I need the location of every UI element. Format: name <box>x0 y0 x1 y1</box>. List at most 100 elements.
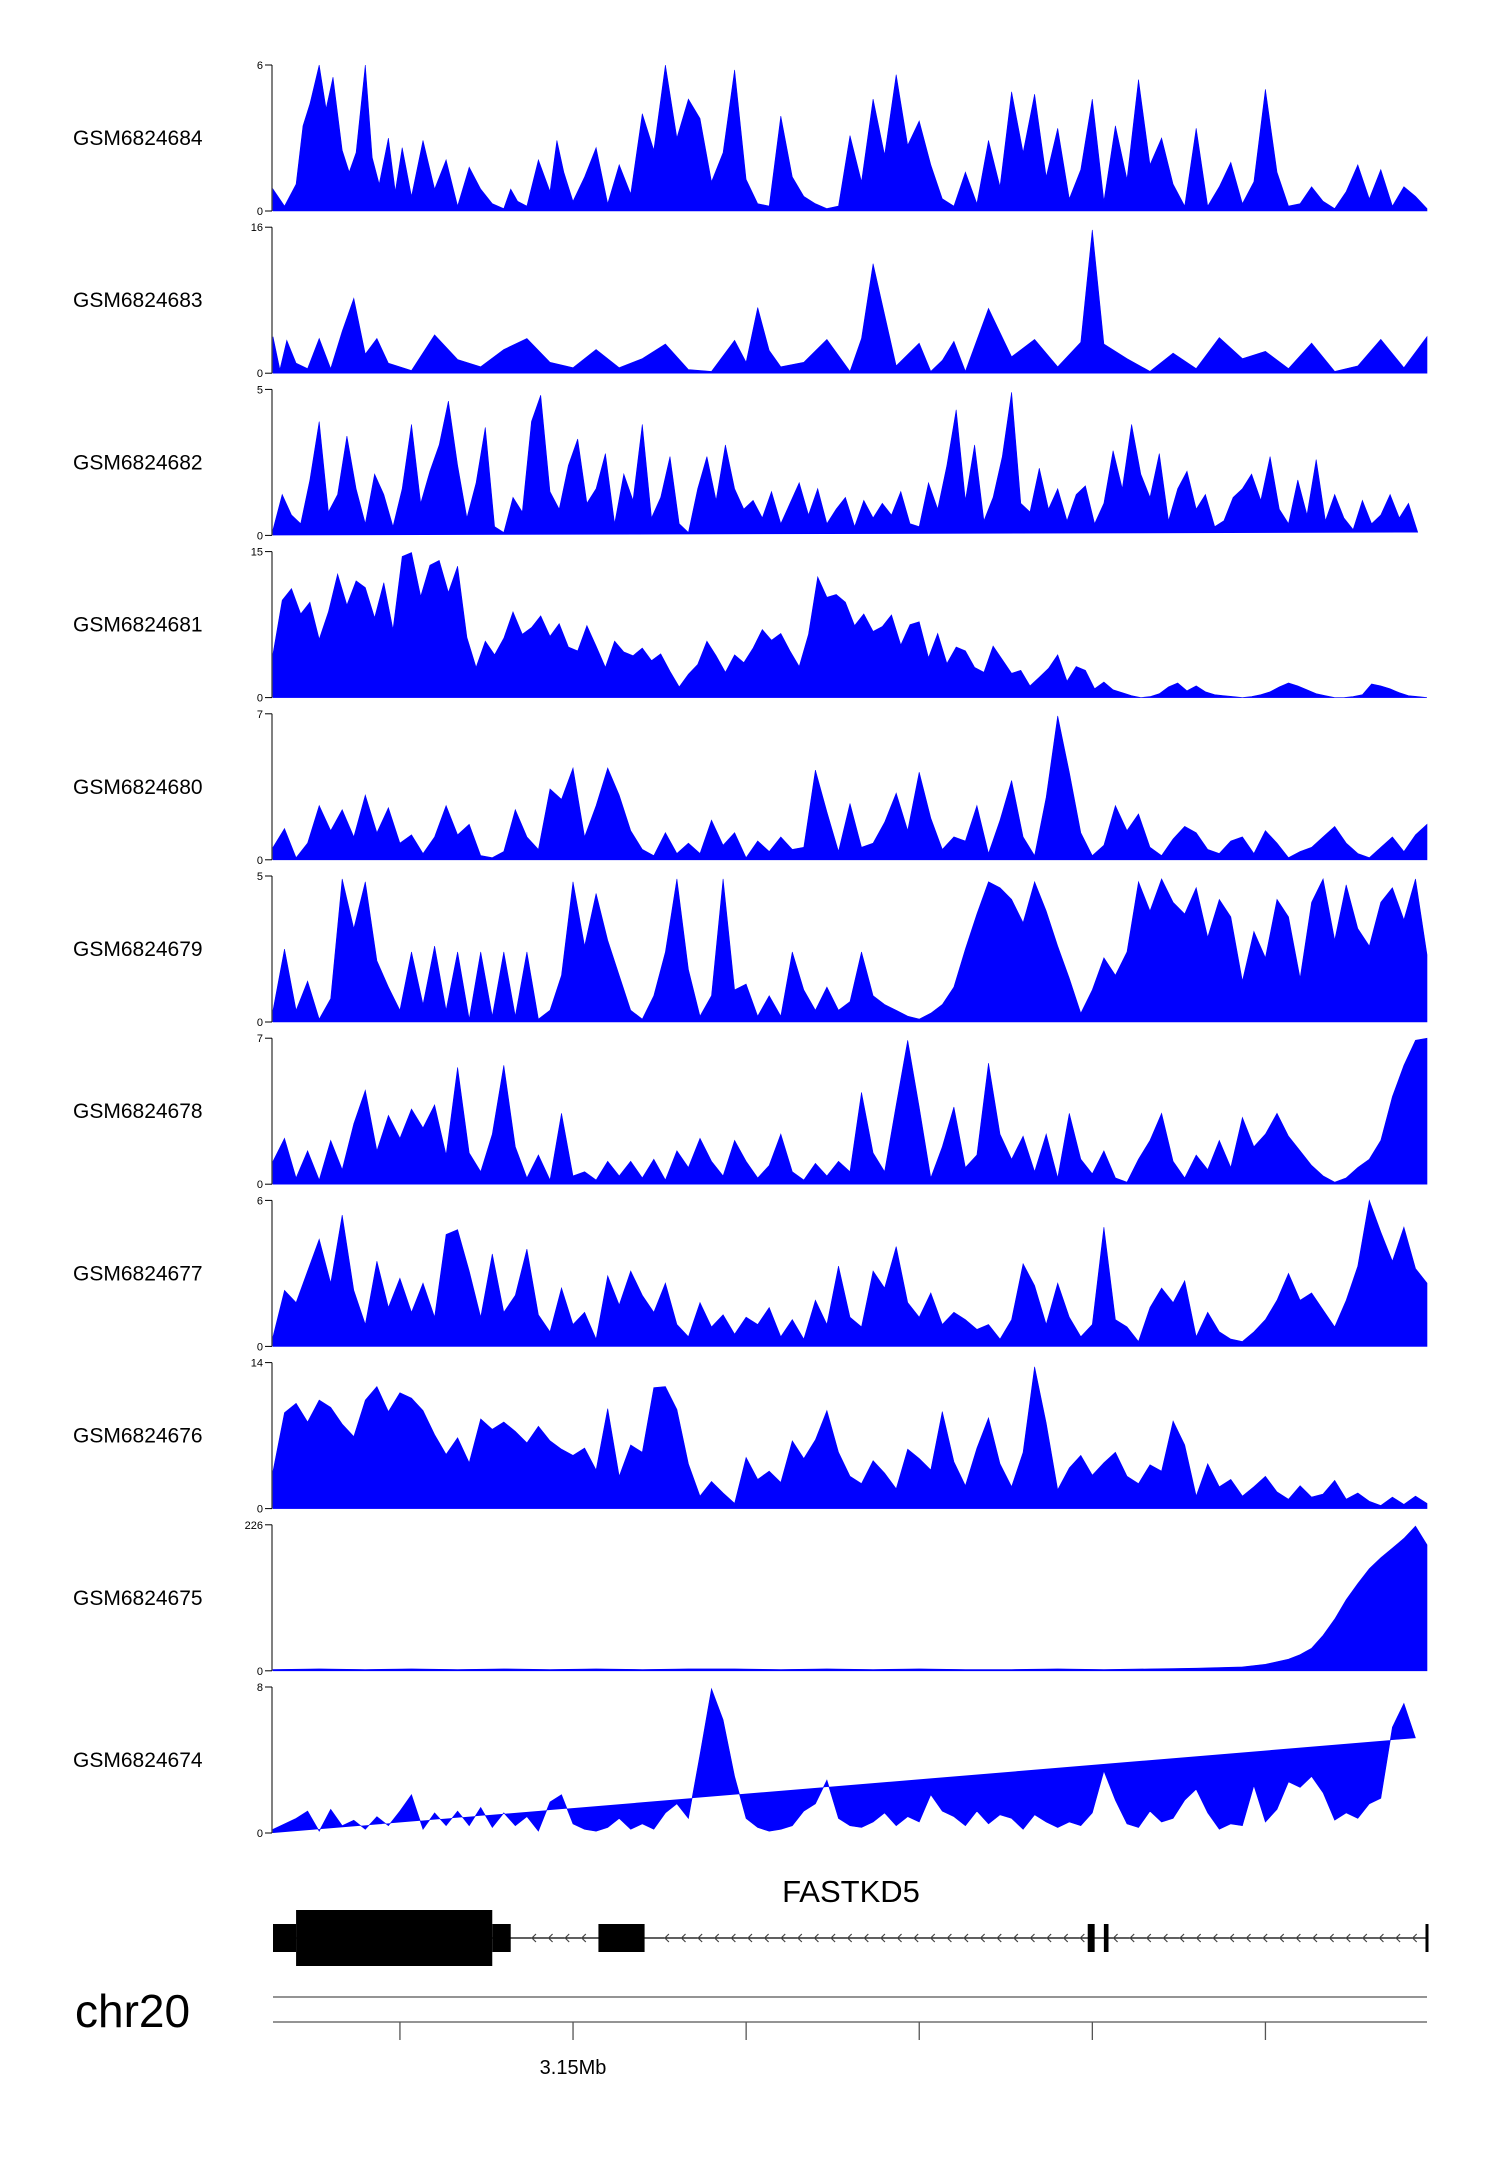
strand-arrow <box>1112 1933 1118 1943</box>
strand-arrow <box>1378 1933 1384 1943</box>
y-max-label: 15 <box>251 547 263 559</box>
strand-arrow <box>996 1933 1002 1943</box>
gene-track: FASTKD5 <box>273 1874 1429 1966</box>
y-min-label: 0 <box>257 1666 263 1678</box>
track-GSM6824676: GSM6824676 14 0 <box>73 1358 1428 1516</box>
coverage-area <box>272 715 1428 861</box>
strand-arrow <box>913 1933 919 1943</box>
strand-arrow <box>796 1933 803 1943</box>
strand-arrow <box>1195 1933 1202 1943</box>
strand-arrow <box>929 1933 936 1943</box>
strand-arrow <box>846 1933 853 1943</box>
ruler-marks: 3.15Mb <box>273 1996 1427 2079</box>
strand-arrow <box>713 1933 720 1943</box>
strand-arrow <box>1129 1933 1135 1943</box>
y-min-label: 0 <box>257 1828 263 1840</box>
strand-arrow <box>580 1933 587 1943</box>
strand-arrow <box>1079 1933 1085 1943</box>
track-GSM6824682: GSM6824682 5 0 <box>73 384 1419 542</box>
coverage-area <box>272 877 1428 1023</box>
track-GSM6824683: GSM6824683 16 0 <box>73 222 1428 380</box>
coverage-area <box>272 229 1428 374</box>
exon <box>598 1924 645 1952</box>
strand-arrow <box>1212 1933 1218 1943</box>
y-max-label: 6 <box>257 1195 263 1207</box>
coverage-area <box>272 392 1419 536</box>
y-max-label: 8 <box>257 1682 263 1694</box>
strand-arrow <box>963 1933 969 1943</box>
strand-arrow <box>1278 1933 1285 1943</box>
chromosome-ruler: chr20 3.15Mb <box>75 1985 1427 2079</box>
track-GSM6824678: GSM6824678 7 0 <box>73 1033 1428 1191</box>
y-max-label: 5 <box>257 384 263 396</box>
track-label: GSM6824678 <box>73 1100 203 1123</box>
coverage-area <box>272 1525 1428 1672</box>
track-GSM6824679: GSM6824679 5 0 <box>73 871 1428 1029</box>
strand-arrow <box>880 1933 886 1943</box>
strand-arrow <box>1411 1933 1418 1943</box>
strand-arrow <box>1062 1933 1069 1943</box>
strand-arrow <box>664 1933 670 1943</box>
strand-arrow <box>1262 1933 1268 1943</box>
strand-arrow <box>1245 1933 1251 1943</box>
track-label: GSM6824679 <box>73 938 203 961</box>
track-label: GSM6824677 <box>73 1262 203 1285</box>
strand-arrow <box>830 1933 836 1943</box>
track-GSM6824675: GSM6824675 226 0 <box>73 1520 1428 1678</box>
y-max-label: 7 <box>257 1033 263 1045</box>
coverage-area <box>272 1199 1428 1347</box>
track-label: GSM6824674 <box>73 1749 203 1772</box>
y-min-label: 0 <box>257 1341 263 1353</box>
strand-arrow <box>1328 1933 1335 1943</box>
ruler-tick-label: 3.15Mb <box>540 2057 607 2079</box>
coverage-area <box>272 64 1428 212</box>
track-label: GSM6824676 <box>73 1425 203 1448</box>
y-min-label: 0 <box>257 1017 263 1029</box>
strand-arrow <box>1361 1933 1368 1943</box>
strand-arrow <box>1395 1933 1401 1943</box>
coverage-area <box>272 1366 1428 1509</box>
chromosome-label: chr20 <box>75 1985 190 2037</box>
strand-arrow <box>531 1933 537 1943</box>
strand-arrow <box>813 1933 819 1943</box>
gene-model <box>273 1910 1429 1966</box>
y-min-label: 0 <box>257 855 263 867</box>
strand-arrow <box>697 1933 703 1943</box>
track-GSM6824681: GSM6824681 15 0 <box>73 547 1428 705</box>
strand-arrow <box>863 1933 869 1943</box>
strand-arrow <box>1013 1933 1019 1943</box>
y-min-label: 0 <box>257 693 263 705</box>
strand-arrow <box>780 1933 786 1943</box>
strand-arrow <box>1145 1933 1152 1943</box>
strand-arrow <box>680 1933 686 1943</box>
track-GSM6824680: GSM6824680 7 0 <box>73 709 1428 867</box>
strand-arrow <box>1229 1933 1235 1943</box>
track-label: GSM6824675 <box>73 1587 203 1610</box>
y-max-label: 7 <box>257 709 263 721</box>
track-label: GSM6824682 <box>73 451 203 474</box>
coverage-area <box>272 552 1428 698</box>
track-label: GSM6824683 <box>73 289 203 312</box>
strand-arrow <box>747 1933 753 1943</box>
strand-arrow <box>1295 1933 1301 1943</box>
small-exon <box>1103 1924 1109 1952</box>
y-min-label: 0 <box>257 530 263 542</box>
strand-arrow <box>547 1933 553 1943</box>
y-max-label: 14 <box>251 1358 263 1370</box>
y-min-label: 0 <box>257 368 263 380</box>
track-GSM6824674: GSM6824674 8 0 <box>73 1682 1416 1840</box>
coverage-area <box>272 1037 1428 1185</box>
track-label: GSM6824684 <box>73 127 203 150</box>
strand-arrow <box>1162 1933 1168 1943</box>
strand-arrow <box>1312 1933 1318 1943</box>
track-GSM6824684: GSM6824684 6 0 <box>73 60 1428 218</box>
strand-arrow <box>564 1933 570 1943</box>
strand-arrow <box>730 1933 736 1943</box>
strand-arrow <box>1046 1933 1052 1943</box>
y-max-label: 16 <box>251 222 263 234</box>
small-exon <box>1087 1924 1095 1952</box>
y-min-label: 0 <box>257 1179 263 1191</box>
coverage-area <box>272 1687 1416 1833</box>
utr-exon <box>492 1924 511 1952</box>
strand-arrow <box>1345 1933 1351 1943</box>
